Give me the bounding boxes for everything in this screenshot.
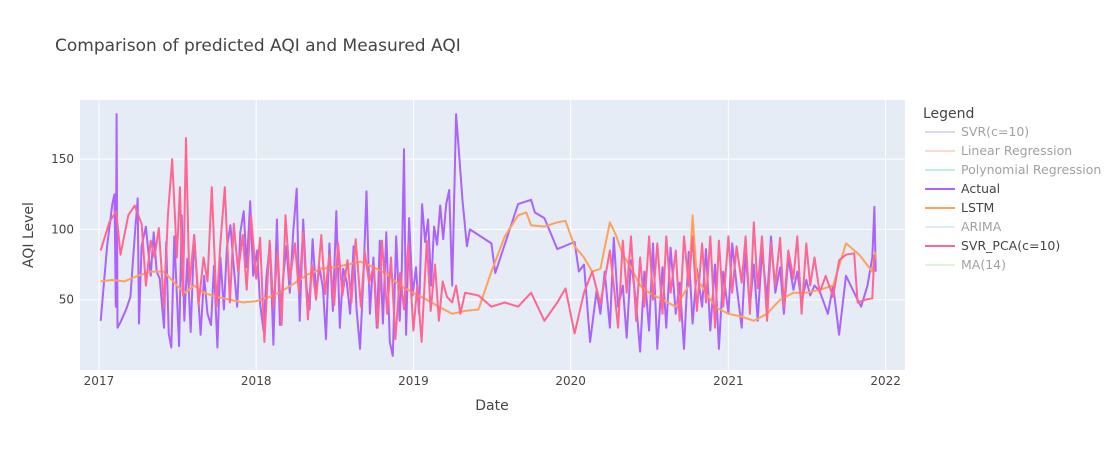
- legend-item-polynomial-regression[interactable]: Polynomial Regression: [925, 162, 1101, 177]
- x-axis-title: Date: [475, 398, 508, 414]
- series-line-lstm[interactable]: [100, 211, 877, 322]
- legend-label: Polynomial Regression: [961, 162, 1101, 177]
- x-tick-label: 2019: [398, 374, 429, 388]
- x-axis-ticks: 2017 2018 2019 2020 2021 2022: [84, 374, 901, 388]
- legend-label: Actual: [961, 181, 1000, 196]
- legend-items: SVR(c=10) Linear Regression Polynomial Reg…: [925, 124, 1101, 272]
- chart-title: Comparison of predicted AQI and Measured…: [55, 36, 461, 56]
- legend-label: LSTM: [961, 200, 994, 215]
- y-axis-ticks: 50 100 150: [51, 152, 74, 307]
- y-tick-label: 100: [51, 222, 74, 236]
- y-tick-label: 50: [59, 293, 74, 307]
- y-tick-label: 150: [51, 152, 74, 166]
- legend: Legend SVR(c=10) Linear Regression Polynom…: [923, 106, 1101, 272]
- legend-label: ARIMA: [961, 219, 1002, 234]
- legend-label: SVR_PCA(c=10): [961, 238, 1060, 253]
- x-tick-label: 2022: [870, 374, 901, 388]
- legend-label: MA(14): [961, 257, 1006, 272]
- legend-title: Legend: [923, 106, 974, 122]
- legend-item-lstm[interactable]: LSTM: [925, 200, 994, 215]
- legend-item-ma-14[interactable]: MA(14): [925, 257, 1006, 272]
- plot-area[interactable]: [80, 100, 905, 370]
- legend-item-svr-c-10[interactable]: SVR(c=10): [925, 124, 1029, 139]
- legend-item-actual[interactable]: Actual: [925, 181, 1000, 196]
- legend-item-arima[interactable]: ARIMA: [925, 219, 1002, 234]
- x-tick-label: 2020: [555, 374, 586, 388]
- x-tick-label: 2021: [713, 374, 744, 388]
- legend-label: Linear Regression: [961, 143, 1072, 158]
- legend-item-svr-pca-c-10[interactable]: SVR_PCA(c=10): [925, 238, 1060, 253]
- legend-label: SVR(c=10): [961, 124, 1029, 139]
- legend-item-linear-regression[interactable]: Linear Regression: [925, 143, 1072, 158]
- y-axis-title: AQI Level: [21, 202, 37, 268]
- x-tick-label: 2018: [241, 374, 272, 388]
- x-tick-label: 2017: [84, 374, 115, 388]
- series-line-svr-pca-c-10[interactable]: [99, 137, 876, 343]
- series-layer: [99, 113, 877, 357]
